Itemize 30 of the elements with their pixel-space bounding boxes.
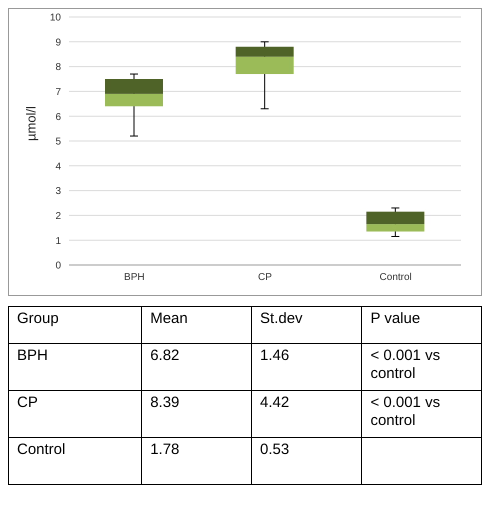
y-tick-label: 5	[55, 136, 62, 148]
category-label: Mean	[142, 306, 252, 344]
y-tick-label: 7	[55, 86, 62, 98]
category-label: CP	[17, 394, 38, 411]
category-label: P value	[362, 306, 482, 344]
x-tick-label: CP	[258, 272, 272, 284]
category-label: Control	[17, 441, 66, 458]
x-tick-label: Control	[380, 272, 412, 284]
text: 1.78	[150, 441, 180, 458]
text: 6.82	[150, 347, 180, 364]
y-tick-label: 4	[55, 161, 62, 172]
y-tick-label: 8	[55, 62, 62, 74]
x-tick-label: BPH	[124, 272, 145, 284]
category-label: St.dev	[252, 306, 362, 344]
y-axis-title: µmol/l	[24, 106, 39, 141]
text: 1.46	[260, 347, 290, 364]
category-label: Group	[8, 306, 142, 344]
y-tick-label: 3	[55, 186, 62, 198]
y-tick-label: 9	[55, 37, 62, 48]
y-tick-label: 2	[55, 210, 62, 222]
text: 4.42	[260, 394, 290, 411]
y-tick-label: 0	[55, 260, 62, 272]
y-tick-label: 6	[55, 112, 62, 123]
text: < 0.001 vs control	[370, 347, 440, 382]
text: 8.39	[150, 394, 180, 411]
text: < 0.001 vs control	[370, 394, 440, 429]
y-tick-label: 10	[50, 12, 62, 24]
y-tick-label: 1	[55, 236, 62, 247]
text: 0.53	[260, 441, 290, 458]
category-label: BPH	[17, 347, 48, 364]
